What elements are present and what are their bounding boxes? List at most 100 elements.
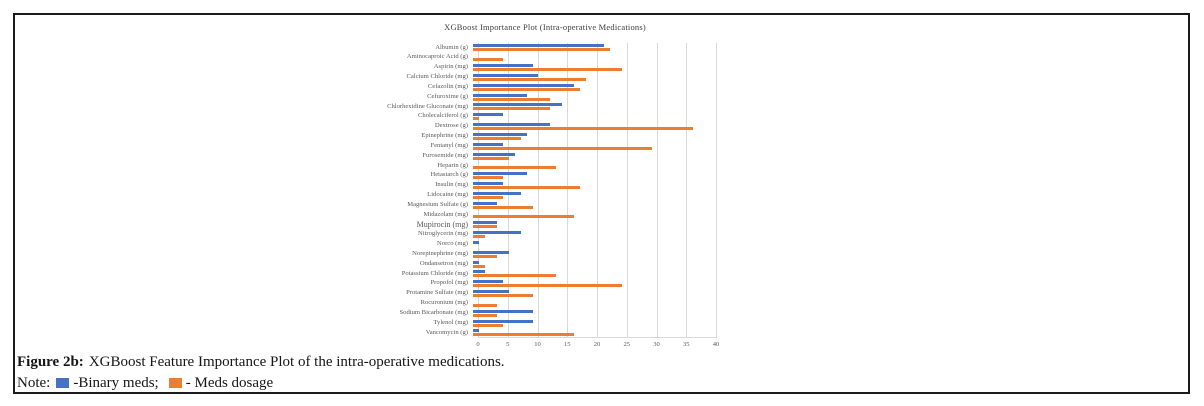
binary-meds-bar	[473, 172, 527, 176]
chart-row: Tylenol (mg)	[283, 318, 718, 328]
category-label: Rocuronium (mg)	[420, 299, 468, 307]
gridline	[537, 43, 539, 337]
category-label: Cefazolin (mg)	[427, 82, 468, 90]
binary-meds-label: -Binary meds;	[73, 375, 159, 391]
category-label: Norepinephrine (mg)	[412, 250, 468, 257]
chart-row: Ondansetron (mg)	[283, 259, 718, 269]
bar-group	[473, 328, 713, 338]
bar-group	[473, 112, 713, 122]
plot-gridlines	[478, 43, 717, 338]
meds-dosage-bar	[473, 264, 485, 268]
chart-row: Epinephrine (mg)	[283, 131, 718, 141]
meds-dosage-bar	[473, 156, 509, 160]
category-label: Calcium Chloride (mg)	[406, 73, 468, 81]
binary-meds-bar	[473, 270, 485, 274]
bar-group	[473, 122, 713, 132]
binary-meds-bar	[473, 73, 539, 77]
binary-meds-bar	[473, 260, 479, 264]
meds-dosage-bar	[473, 58, 503, 62]
bar-group	[473, 53, 713, 63]
category-label: Magnesium Sulfate (g)	[407, 200, 468, 208]
figure-label: Figure 2b:	[17, 354, 84, 370]
chart-row: Rocuronium (mg)	[283, 299, 718, 309]
meds-dosage-bar	[473, 77, 587, 81]
binary-meds-bar	[473, 93, 527, 97]
meds-dosage-bar	[473, 294, 533, 298]
bar-group	[473, 308, 713, 318]
gridline	[507, 43, 509, 337]
legend-note: Note: -Binary meds; - Meds dosage	[17, 373, 837, 394]
category-label: Heparin (g)	[437, 161, 468, 169]
meds-dosage-bar	[473, 186, 581, 189]
category-label: Epinephrine (mg)	[421, 132, 468, 140]
chart-row: Calcium Chloride (mg)	[283, 72, 718, 82]
bar-group	[473, 289, 713, 299]
bar-group	[473, 63, 713, 73]
bar-group	[473, 220, 713, 230]
category-label: Insulin (mg)	[435, 181, 468, 189]
bar-group	[473, 190, 713, 200]
chart-row: Midazolam (mg)	[283, 210, 718, 220]
binary-meds-bar	[473, 123, 551, 127]
binary-meds-bar	[473, 152, 515, 156]
binary-meds-bar	[473, 182, 503, 185]
chart-row: Cefazolin (mg)	[283, 82, 718, 92]
bar-group	[473, 141, 713, 151]
binary-meds-bar	[473, 64, 533, 68]
category-label: Norco (mg)	[437, 240, 468, 248]
chart-row: Propofol (mg)	[283, 279, 718, 289]
gridline	[716, 43, 717, 337]
category-label: Midazolam (mg)	[423, 210, 469, 218]
meds-dosage-bar	[473, 303, 497, 307]
bar-group	[473, 92, 713, 102]
gridline	[597, 43, 598, 337]
x-axis-tick-label: 35	[682, 341, 690, 348]
plot-area: Albumin (g) Aminocaproic Acid (g) Aspirin …	[283, 43, 718, 338]
chart-row: Furosemide (mg)	[283, 151, 718, 161]
x-axis-tick-label: 10	[534, 341, 541, 348]
category-label: Aspirin (mg)	[433, 63, 468, 71]
meds-dosage-bar	[473, 195, 503, 199]
bar-group	[473, 249, 713, 259]
binary-meds-bar	[473, 240, 479, 244]
meds-dosage-bar	[473, 127, 694, 131]
meds-dosage-bar	[473, 235, 485, 239]
category-label: Nitroglycerin (mg)	[418, 230, 468, 238]
x-axis: 0 5 10 15 20 25 30 35 40	[476, 341, 719, 351]
category-label: Potassium Chloride (mg)	[401, 269, 468, 277]
meds-dosage-bar	[473, 146, 652, 150]
meds-dosage-bar	[473, 274, 557, 278]
binary-meds-bar	[473, 231, 521, 235]
note-label: Note:	[17, 375, 51, 391]
bar-group	[473, 279, 713, 289]
binary-meds-bar	[473, 319, 533, 323]
category-label: Cholecalciferol (g)	[418, 112, 468, 120]
chart-row: Albumin (g)	[283, 43, 718, 53]
meds-dosage-bar	[473, 284, 622, 288]
x-axis-tick-label: 30	[653, 341, 660, 348]
bar-group	[473, 230, 713, 240]
caption-text: XGBoost Feature Importance Plot of the i…	[88, 354, 505, 370]
meds-dosage-bar	[473, 323, 503, 327]
x-axis-tick-label: 20	[593, 341, 601, 348]
meds-dosage-bar	[473, 107, 551, 111]
chart-row: Potassium Chloride (mg)	[283, 269, 718, 279]
bar-group	[473, 200, 713, 210]
meds-dosage-bar	[473, 176, 503, 180]
meds-dosage-bar	[473, 254, 497, 258]
meds-dosage-bar	[473, 136, 521, 140]
chart-row: Aminocaproic Acid (g)	[283, 53, 718, 63]
meds-dosage-bar	[473, 97, 551, 101]
meds-dosage-bar	[473, 225, 497, 229]
x-axis-tick-label: 5	[506, 341, 510, 348]
caption-line: Figure 2b: XGBoost Feature Importance Plo…	[17, 354, 505, 370]
category-label: Vancomycin (g)	[425, 328, 468, 336]
bar-group	[473, 82, 713, 92]
binary-meds-bar	[473, 113, 503, 117]
x-axis-tick-label: 15	[563, 341, 571, 348]
chart-row: Vancomycin (g)	[283, 328, 718, 338]
gridline	[626, 43, 628, 337]
binary-meds-bar	[473, 309, 533, 313]
x-axis-tick-label: 25	[623, 341, 631, 348]
